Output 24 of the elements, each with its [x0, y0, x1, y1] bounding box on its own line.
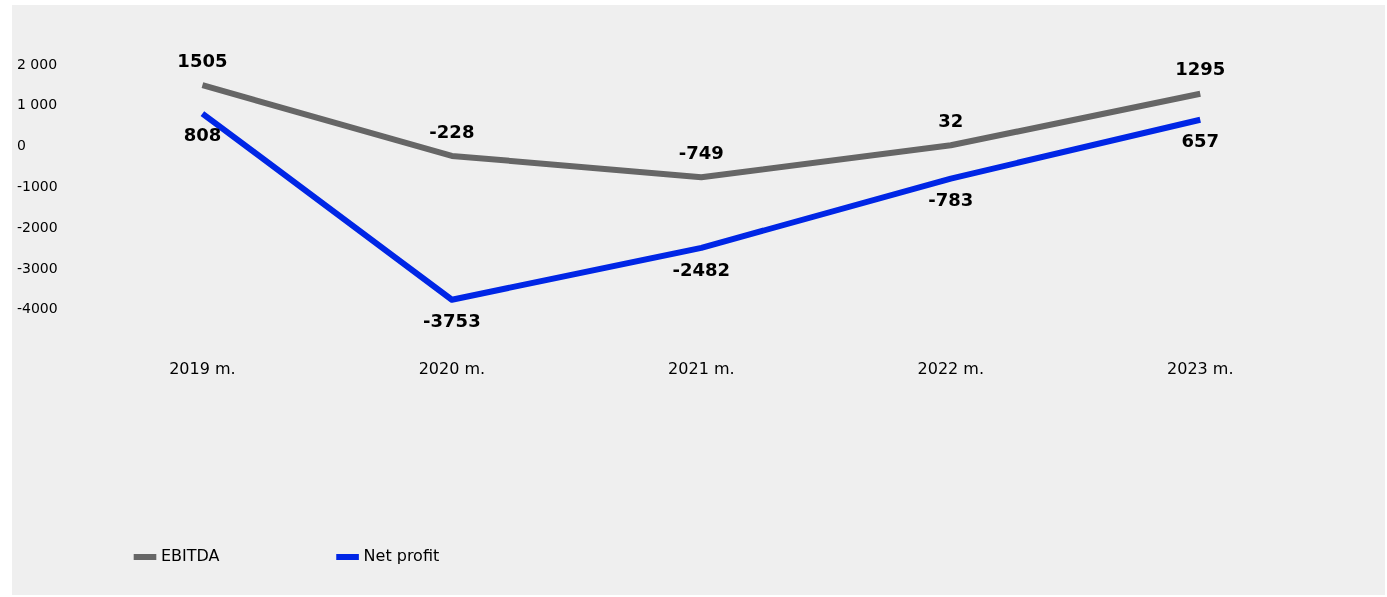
data-label: 1295 [1175, 58, 1226, 80]
y-tick-label: -1000 [17, 178, 58, 195]
y-tick-label: -4000 [17, 300, 58, 317]
x-tick-label: 2021 m. [668, 358, 735, 378]
data-label: -2482 [672, 258, 731, 280]
data-label: -3753 [423, 310, 481, 332]
legend-label: Net profit [363, 546, 440, 566]
y-tick-label: -3000 [17, 259, 58, 276]
x-tick-label: 2019 m. [169, 358, 236, 378]
x-tick-label: 2023 m. [1167, 358, 1234, 378]
y-tick-label: 0 [17, 137, 26, 154]
y-tick-label: 2 000 [17, 55, 58, 72]
data-label: 657 [1181, 130, 1220, 152]
y-tick-label: -2000 [17, 218, 58, 235]
data-label: -749 [678, 141, 724, 163]
legend-label: EBITDA [161, 546, 220, 566]
data-label: -228 [429, 120, 475, 142]
x-tick-label: 2022 m. [917, 358, 985, 378]
data-label: 32 [938, 109, 964, 131]
data-label: 1505 [177, 49, 228, 71]
data-label: 808 [183, 124, 222, 146]
x-tick-label: 2020 m. [418, 358, 486, 378]
y-tick-label: 1 000 [17, 96, 58, 113]
data-label: -783 [928, 189, 974, 211]
